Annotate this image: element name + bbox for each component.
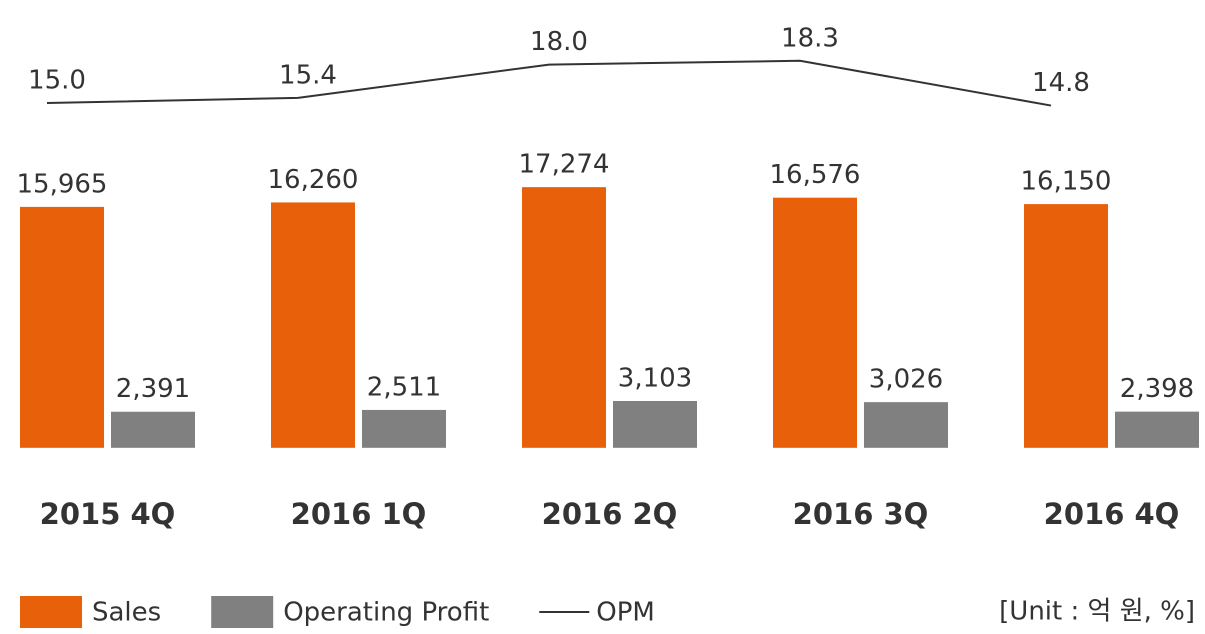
bar [522,187,606,448]
legend-label: Sales [92,598,161,628]
bar-value-label: 16,260 [268,165,359,195]
x-tick-label: 2016 2Q [542,497,678,531]
legend-label: OPM [596,598,655,628]
legend-swatch [211,596,274,628]
line-value-label: 18.3 [781,23,839,53]
opm-line [46,59,1052,107]
bar [1115,411,1199,448]
bar [111,411,195,448]
bar [773,197,857,448]
x-tick-label: 2016 3Q [793,497,929,531]
bar-value-label: 2,511 [367,372,441,402]
line-value-label: 15.4 [279,60,337,90]
line-value-label: 14.8 [1032,68,1090,98]
bar [613,400,697,448]
bar-value-label: 16,576 [770,160,861,190]
legend-swatch [20,596,82,628]
legend-label: Operating Profit [283,598,489,628]
line-value-label: 18.0 [530,27,588,57]
bar [1024,204,1108,448]
bar [271,202,355,448]
bar [362,409,446,448]
unit-note: [Unit : 억 원, %] [999,597,1195,627]
bar-value-label: 17,274 [519,150,610,180]
x-tick-label: 2015 4Q [40,497,176,531]
bar [20,206,104,448]
bar-value-label: 2,391 [116,374,190,404]
line-value-label: 15.0 [28,66,86,96]
bar-value-label: 16,150 [1021,167,1112,197]
bar-value-label: 3,103 [618,363,692,393]
bar-value-label: 15,965 [17,169,108,199]
bar-value-label: 3,026 [869,365,943,395]
bar [864,402,948,448]
x-tick-label: 2016 4Q [1044,497,1180,531]
x-tick-label: 2016 1Q [291,497,427,531]
bar-value-label: 2,398 [1120,374,1194,404]
